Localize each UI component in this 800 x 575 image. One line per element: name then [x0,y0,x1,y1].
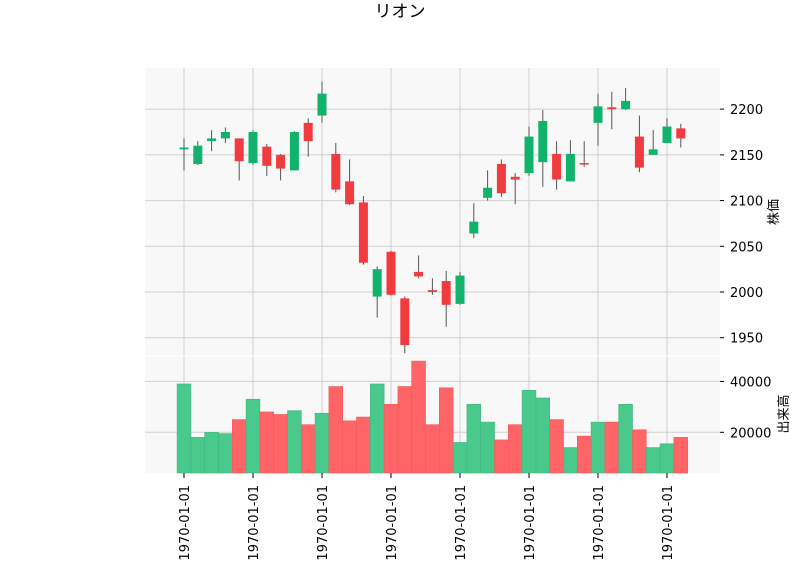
candle-body [634,136,644,168]
volume-bar [549,419,564,474]
volume-bars [176,360,689,474]
candle-body [607,107,617,110]
y-axis-ticks: 1950 2000 2050 2100 2150 2200 20000 40000 [720,103,771,441]
candle-body [469,221,479,234]
candle-body [276,154,286,169]
candle-body [400,298,410,346]
candle-body [207,138,217,142]
volume-bar [576,435,592,474]
volume-bar [507,424,523,474]
x-tick-label: 1970-01-01 [385,485,400,561]
candle-body [441,281,451,305]
x-tick-label: 1970-01-01 [661,485,676,561]
candle-body [676,128,686,139]
volume-bar [466,404,481,474]
candle-body [372,269,382,297]
volume-bar [245,398,261,474]
x-tick-label: 1970-01-01 [178,485,193,561]
candle-body [179,147,189,150]
candle-body [621,100,631,110]
volume-bar [411,360,426,474]
volume-bar [232,419,247,474]
candle-body [303,122,313,142]
volume-bar [273,414,288,474]
candle-body [579,163,589,165]
candles [179,81,686,354]
candle-body [345,181,355,205]
candle-body [358,202,368,263]
candle-body [248,132,258,164]
x-axis-ticks: 1970-01-01 1970-01-01 1970-01-01 1970-01-01… [178,473,676,561]
volume-bar [535,397,551,474]
price-panel [145,68,720,356]
volume-bar [218,433,233,474]
price-tick-label: 2000 [730,286,763,301]
volume-bar [452,442,468,474]
volume-bar [673,437,689,474]
price-tick-label: 2050 [730,240,763,255]
x-tick-label: 1970-01-01 [247,485,262,561]
volume-bar [259,411,274,474]
price-tick-label: 2150 [730,149,763,164]
volume-tick-label: 20000 [730,426,771,441]
volume-bar [618,404,633,474]
volume-bar [659,443,675,474]
volume-bar [632,429,647,474]
volume-bar [590,421,606,474]
candle-body [455,275,465,304]
volume-bar [438,387,454,474]
candle-body [662,126,672,143]
volume-bar [300,424,316,474]
x-tick-label: 1970-01-01 [454,485,469,561]
volume-bar [425,424,440,474]
volume-bar [383,404,399,474]
price-tick-label: 2100 [730,195,763,210]
candle-body [193,145,203,164]
x-tick-label: 1970-01-01 [592,485,607,561]
candle-body [538,121,548,163]
candle-body [317,93,327,116]
volume-bar [521,390,537,474]
candle-body [593,106,603,123]
volume-bar [604,421,620,474]
volume-bar [645,447,661,474]
volume-bar [314,412,330,474]
candle-body [234,138,244,162]
volume-bar [176,383,192,474]
volume-bar [369,383,385,474]
price-axis-label: 株価 [767,199,782,225]
volume-bar [287,410,302,474]
candle-body [552,153,562,180]
chart-title: リオン [375,2,426,22]
volume-bar [328,386,343,474]
candle-body [289,132,299,171]
candle-body [427,290,437,292]
volume-bar [356,416,371,474]
volume-bar [342,420,357,474]
candle-body [220,132,230,139]
candle-body [331,153,341,190]
volume-bar [397,386,412,474]
volume-bar [204,432,219,474]
volume-tick-label: 40000 [730,375,771,390]
price-tick-label: 2200 [730,103,763,118]
candle-body [386,251,396,295]
candle-body [483,187,493,198]
price-tick-label: 1950 [730,332,763,347]
candle-body [262,146,272,166]
volume-bar [563,447,578,474]
candle-body [510,176,520,180]
volume-bar [494,439,509,474]
x-tick-label: 1970-01-01 [316,485,331,561]
volume-axis-label: 出来高 [776,394,792,433]
volume-bar [190,437,205,474]
candle-body [414,271,424,277]
candle-body [648,149,658,155]
candle-body [496,164,506,194]
candle-body [565,153,575,182]
x-tick-label: 1970-01-01 [523,485,538,561]
volume-bar [480,421,495,474]
candle-body [524,136,534,174]
